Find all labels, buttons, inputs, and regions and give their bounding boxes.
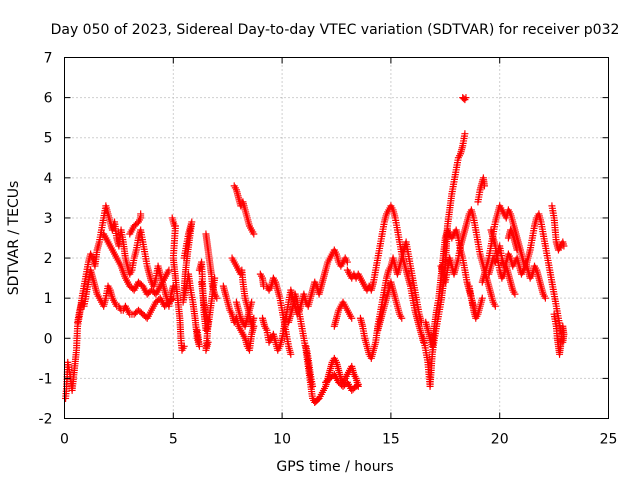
data-point bbox=[168, 296, 176, 304]
data-point bbox=[491, 302, 499, 310]
plot-frame bbox=[64, 57, 609, 419]
y-tick-label: 5 bbox=[44, 131, 53, 147]
x-tick-label: 15 bbox=[382, 432, 400, 448]
axis-ticks bbox=[64, 57, 609, 419]
data-point bbox=[348, 314, 356, 322]
x-axis-tick-labels: 0 5 10 15 20 25 bbox=[60, 432, 617, 448]
y-tick-label: 4 bbox=[44, 171, 53, 187]
data-point bbox=[513, 246, 521, 254]
data-point bbox=[250, 230, 258, 238]
y-tick-label: 0 bbox=[44, 331, 53, 347]
x-tick-label: 0 bbox=[60, 432, 69, 448]
data-point bbox=[353, 381, 361, 389]
x-tick-label: 5 bbox=[169, 432, 178, 448]
data-point bbox=[354, 380, 362, 388]
data-point bbox=[213, 294, 221, 302]
y-tick-label: 6 bbox=[44, 91, 53, 107]
x-tick-label: 20 bbox=[491, 432, 509, 448]
data-series-sdtvar bbox=[62, 94, 568, 406]
y-tick-label: 3 bbox=[44, 211, 53, 227]
y-tick-label: -2 bbox=[39, 412, 53, 428]
x-axis-label: GPS time / hours bbox=[276, 459, 393, 475]
y-axis-tick-labels: -2 -1 0 1 2 3 4 5 6 7 bbox=[39, 51, 53, 428]
x-tick-label: 25 bbox=[600, 432, 618, 448]
data-point bbox=[462, 94, 470, 102]
data-point bbox=[250, 314, 258, 322]
data-point bbox=[287, 350, 295, 358]
y-tick-label: 7 bbox=[44, 51, 53, 67]
y-tick-label: 1 bbox=[44, 291, 53, 307]
data-point bbox=[478, 294, 486, 302]
x-tick-label: 10 bbox=[273, 432, 291, 448]
data-point bbox=[165, 266, 173, 274]
data-point bbox=[204, 338, 212, 346]
y-tick-label: 2 bbox=[44, 251, 53, 267]
y-axis-label: SDTVAR / TECUs bbox=[6, 181, 22, 296]
data-point bbox=[248, 298, 256, 306]
data-point bbox=[541, 294, 549, 302]
data-point bbox=[511, 290, 519, 298]
y-tick-label: -1 bbox=[39, 371, 53, 387]
data-point bbox=[309, 382, 317, 390]
data-point bbox=[461, 130, 469, 138]
data-point bbox=[480, 182, 488, 190]
grid-lines bbox=[64, 57, 609, 419]
data-point bbox=[193, 326, 201, 334]
data-point bbox=[343, 258, 351, 266]
data-point bbox=[398, 314, 406, 322]
data-point bbox=[180, 342, 188, 350]
chart-title: Day 050 of 2023, Sidereal Day-to-day VTE… bbox=[51, 22, 620, 38]
data-point bbox=[559, 338, 567, 346]
data-point bbox=[560, 242, 568, 250]
data-point bbox=[126, 230, 134, 238]
